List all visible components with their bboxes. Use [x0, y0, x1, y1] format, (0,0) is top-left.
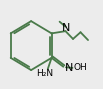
Text: H₂N: H₂N: [36, 69, 53, 78]
Text: OH: OH: [73, 63, 87, 72]
Text: N: N: [62, 23, 70, 33]
Text: N: N: [64, 63, 73, 73]
